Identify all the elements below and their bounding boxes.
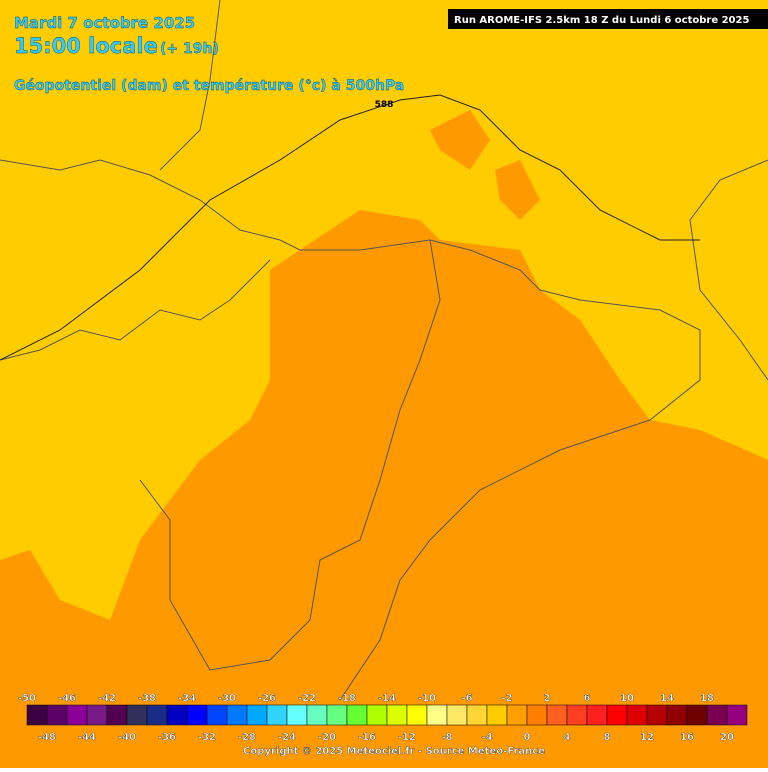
legend-swatch [66, 704, 88, 726]
legend-label: -20 [318, 732, 336, 743]
contour-588 [0, 94, 700, 361]
legend-label: 20 [720, 732, 734, 743]
legend-label: 18 [700, 693, 714, 704]
legend-swatch [446, 704, 468, 726]
legend-label: -26 [258, 693, 276, 704]
legend-label: 12 [640, 732, 654, 743]
legend-label: -6 [461, 693, 472, 704]
legend-swatch [366, 704, 388, 726]
legend-swatch [526, 704, 548, 726]
borders [0, 0, 768, 701]
legend-label: -34 [178, 693, 196, 704]
run: Run AROME-IFS 2.5km 18 Z du Lundi 6 octo… [454, 15, 749, 26]
legend-label: -46 [58, 693, 76, 704]
legend-label: -36 [158, 732, 176, 743]
legend-label: -4 [481, 732, 492, 743]
offset: (+ 19h) [160, 41, 219, 57]
legend-label: -48 [38, 732, 56, 743]
legend-swatch [326, 704, 348, 726]
legend-label: -44 [78, 732, 96, 743]
legend-swatch [226, 704, 248, 726]
legend-label: -50 [18, 693, 36, 704]
legend-swatch [426, 704, 448, 726]
legend-label: 8 [604, 732, 611, 743]
legend-swatch [146, 704, 168, 726]
legend-swatch [686, 704, 708, 726]
warm-area [0, 210, 768, 768]
legend-label: 10 [620, 693, 634, 704]
contour-label: 588 [375, 100, 394, 110]
legend-swatch [606, 704, 628, 726]
legend-swatch [206, 704, 228, 726]
legend-swatch [306, 704, 328, 726]
legend: -50-48-46-44-42-40-38-36-34-32-30-28-26-… [18, 693, 748, 743]
legend-swatch [106, 704, 128, 726]
legend-swatch [126, 704, 148, 726]
legend-label: -24 [278, 732, 296, 743]
legend-label: -30 [218, 693, 236, 704]
legend-swatch [566, 704, 588, 726]
legend-swatch [486, 704, 508, 726]
warm-patch [430, 110, 540, 220]
legend-label: 0 [524, 732, 531, 743]
legend-label: 4 [564, 732, 571, 743]
legend-label: 16 [680, 732, 694, 743]
legend-label: -18 [338, 693, 356, 704]
date: Mardi 7 octobre 2025 [14, 14, 195, 32]
legend-label: 6 [584, 693, 591, 704]
legend-swatch [706, 704, 728, 726]
legend-swatch [546, 704, 568, 726]
legend-swatch [666, 704, 688, 726]
run-box [448, 9, 768, 29]
legend-swatch [26, 704, 48, 726]
legend-label: -38 [138, 693, 156, 704]
legend-label: -22 [298, 693, 316, 704]
legend-swatch [386, 704, 408, 726]
legend-swatch [646, 704, 668, 726]
time: 15:00 locale [14, 34, 158, 58]
legend-swatch [726, 704, 748, 726]
legend-label: -2 [501, 693, 512, 704]
legend-label: -28 [238, 732, 256, 743]
legend-swatch [586, 704, 608, 726]
legend-swatch [86, 704, 108, 726]
legend-label: 14 [660, 693, 674, 704]
legend-swatch [346, 704, 368, 726]
legend-swatch [286, 704, 308, 726]
legend-label: -14 [378, 693, 396, 704]
legend-label: -16 [358, 732, 376, 743]
legend-swatch [626, 704, 648, 726]
legend-swatch [266, 704, 288, 726]
legend-swatch [466, 704, 488, 726]
legend-swatch [506, 704, 528, 726]
legend-swatch [406, 704, 428, 726]
copyright: Copyright © 2025 Meteociel.fr - Source M… [243, 746, 545, 757]
legend-label: -42 [98, 693, 116, 704]
legend-label: -8 [441, 732, 452, 743]
legend-swatch [246, 704, 268, 726]
legend-label: 2 [544, 693, 551, 704]
legend-swatch [46, 704, 68, 726]
legend-label: -12 [398, 732, 416, 743]
legend-label: -40 [118, 732, 136, 743]
field: Géopotentiel (dam) et température (°c) à… [14, 78, 404, 94]
legend-swatch [186, 704, 208, 726]
legend-swatch [166, 704, 188, 726]
legend-label: -32 [198, 732, 216, 743]
legend-label: -10 [418, 693, 436, 704]
